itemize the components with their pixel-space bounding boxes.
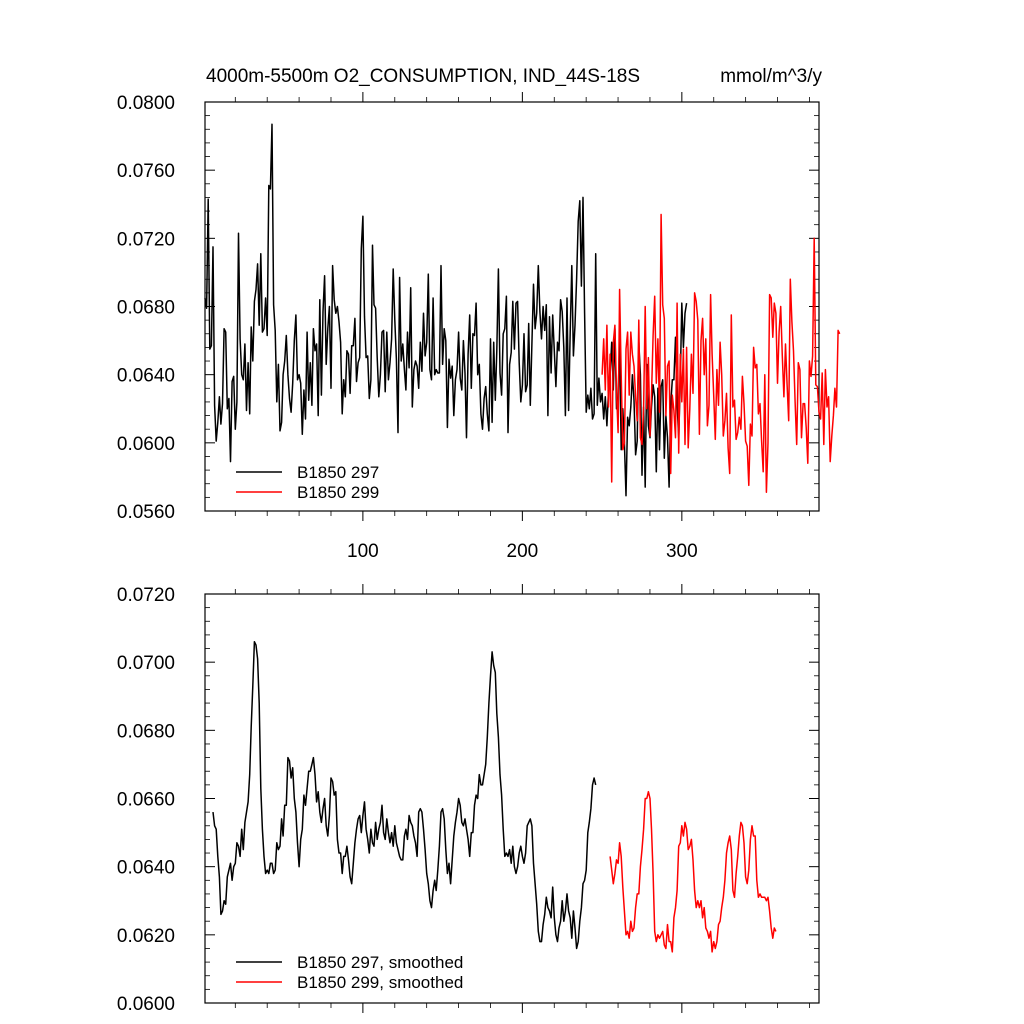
series-line-1: [212, 640, 597, 950]
series-line-2: [601, 213, 841, 494]
top-panel: 4000m-5500m O2_CONSUMPTION, IND_44S-18S …: [117, 66, 841, 562]
y-tick-label: 0.0640: [117, 366, 175, 387]
y-tick-label: 0.0660: [117, 790, 175, 811]
plot-frame: [204, 593, 820, 1004]
y-tick-label: 0.0560: [117, 502, 175, 523]
x-tick-label: 200: [507, 541, 539, 562]
legend-label: B1850 297, smoothed: [297, 953, 463, 972]
y-tick-label: 0.0680: [117, 298, 175, 319]
legend-label: B1850 299: [297, 483, 379, 502]
y-tick-label: 0.0720: [117, 585, 175, 606]
x-tick-label: 300: [666, 541, 698, 562]
legend-label: B1850 299, smoothed: [297, 973, 463, 992]
y-tick-label: 0.0700: [117, 653, 175, 674]
y-tick-label: 0.0680: [117, 721, 175, 742]
y-tick-label: 0.0720: [117, 229, 175, 250]
y-tick-label: 0.0600: [117, 994, 175, 1015]
chart-units: mmol/m^3/y: [720, 66, 822, 87]
series-line-2: [609, 790, 777, 953]
y-tick-label: 0.0600: [117, 434, 175, 455]
chart-title: 4000m-5500m O2_CONSUMPTION, IND_44S-18S: [206, 66, 640, 87]
series-line-1: [204, 123, 688, 497]
y-tick-label: 0.0760: [117, 161, 175, 182]
y-tick-label: 0.0620: [117, 926, 175, 947]
legend-label: B1850 297: [297, 463, 379, 482]
x-tick-label: 100: [347, 541, 379, 562]
y-tick-label: 0.0640: [117, 858, 175, 879]
y-tick-label: 0.0800: [117, 93, 175, 114]
bottom-panel: 0.0600 0.0620 0.0640 0.0660 0.0680 0.0700 0.07…: [117, 584, 820, 1015]
